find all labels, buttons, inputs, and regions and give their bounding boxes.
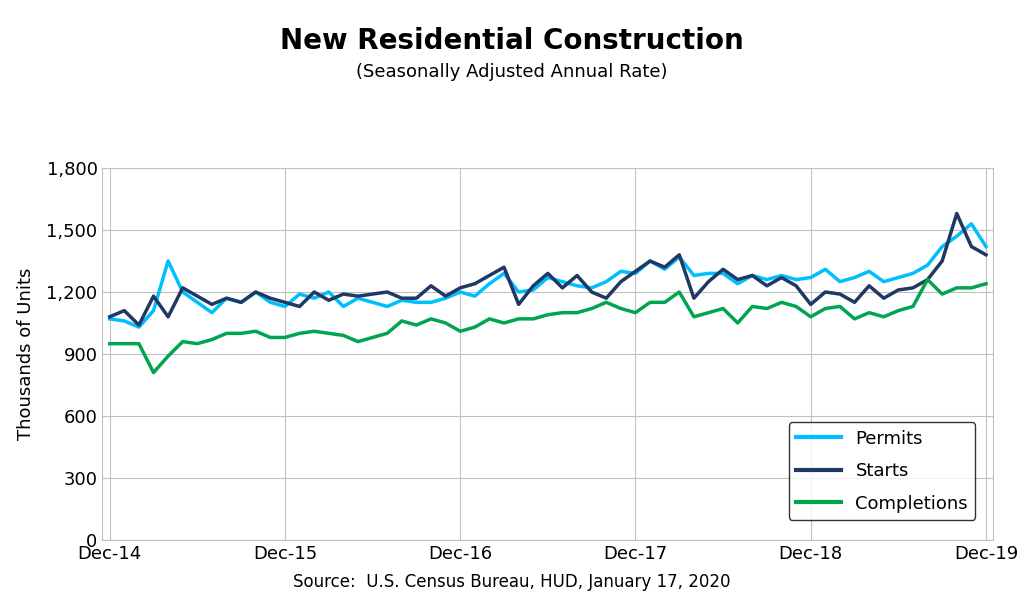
Starts: [294, 303, 306, 310]
Permits: [294, 290, 306, 298]
Line: Completions: Completions: [110, 280, 986, 373]
Starts: [103, 313, 116, 320]
Starts: [323, 296, 335, 304]
Text: New Residential Construction: New Residential Construction: [281, 27, 743, 55]
Permits: [878, 278, 890, 285]
Starts: [133, 322, 145, 329]
Text: (Seasonally Adjusted Annual Rate): (Seasonally Adjusted Annual Rate): [356, 63, 668, 81]
Permits: [133, 323, 145, 331]
Starts: [644, 257, 656, 265]
Line: Permits: Permits: [110, 224, 986, 327]
Permits: [103, 315, 116, 322]
Completions: [980, 280, 992, 287]
Y-axis label: Thousands of Units: Thousands of Units: [17, 268, 35, 440]
Permits: [980, 243, 992, 250]
Starts: [425, 282, 437, 289]
Permits: [644, 257, 656, 265]
Permits: [323, 289, 335, 296]
Completions: [644, 299, 656, 306]
Starts: [878, 295, 890, 302]
Text: Source:  U.S. Census Bureau, HUD, January 17, 2020: Source: U.S. Census Bureau, HUD, January…: [293, 573, 731, 591]
Starts: [586, 289, 598, 296]
Starts: [950, 210, 963, 217]
Completions: [103, 340, 116, 347]
Completions: [425, 315, 437, 322]
Starts: [980, 251, 992, 259]
Legend: Permits, Starts, Completions: Permits, Starts, Completions: [788, 422, 975, 520]
Completions: [922, 276, 934, 283]
Completions: [294, 330, 306, 337]
Completions: [323, 330, 335, 337]
Permits: [586, 284, 598, 292]
Completions: [147, 369, 160, 376]
Permits: [966, 220, 978, 227]
Line: Starts: Starts: [110, 214, 986, 325]
Completions: [586, 305, 598, 312]
Permits: [425, 299, 437, 306]
Completions: [878, 313, 890, 320]
